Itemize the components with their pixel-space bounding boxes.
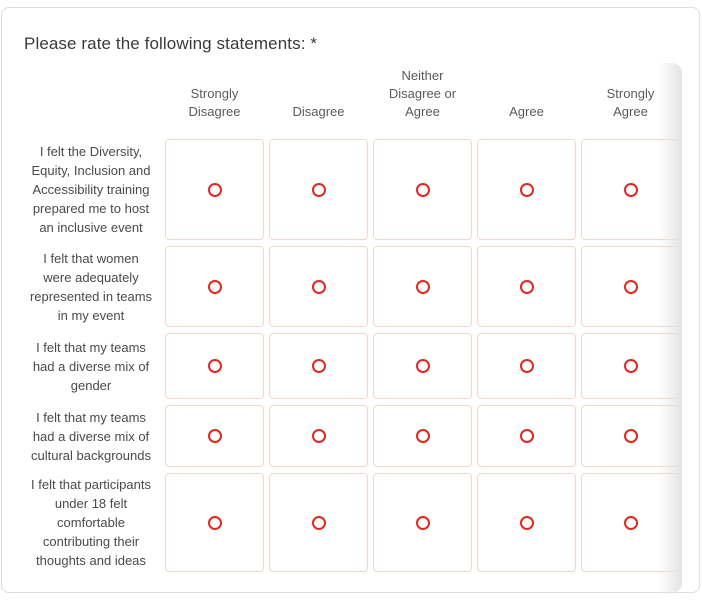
matrix-cell[interactable] — [269, 246, 368, 327]
matrix-cell[interactable] — [269, 139, 368, 240]
column-header-agree: Agree — [509, 104, 544, 119]
matrix-cell[interactable] — [269, 405, 368, 467]
column-header-neither: Neither Disagree or Agree — [388, 68, 457, 119]
radio-button-icon[interactable] — [311, 429, 326, 443]
column-header-strongly-agree: Strongly Agree — [606, 86, 655, 119]
row-label: I felt that participants under 18 felt c… — [31, 477, 151, 568]
radio-button-icon[interactable] — [207, 359, 222, 373]
radio-button-icon[interactable] — [415, 182, 430, 197]
matrix-cell[interactable] — [165, 473, 264, 572]
radio-button-icon[interactable] — [623, 182, 638, 197]
matrix-cell[interactable] — [477, 246, 576, 327]
radio-button-icon[interactable] — [207, 429, 222, 443]
column-header-strongly-disagree: Strongly Disagree — [188, 86, 241, 119]
matrix-cell[interactable] — [581, 473, 680, 572]
row-label: I felt that my teams had a diverse mix o… — [32, 339, 150, 393]
matrix-cell[interactable] — [269, 473, 368, 572]
matrix-cell[interactable] — [477, 473, 576, 572]
radio-button-icon[interactable] — [519, 279, 534, 294]
radio-button-icon[interactable] — [519, 429, 534, 443]
column-header-disagree: Disagree — [292, 104, 345, 119]
matrix-cell[interactable] — [373, 473, 472, 572]
radio-button-icon[interactable] — [519, 359, 534, 373]
matrix-cell[interactable] — [581, 139, 680, 240]
matrix-grid: Strongly Disagree Disagree Neither Disag… — [22, 63, 682, 572]
radio-button-icon[interactable] — [623, 359, 638, 373]
matrix-cell[interactable] — [165, 405, 264, 467]
matrix-cell[interactable] — [477, 333, 576, 399]
radio-button-icon[interactable] — [311, 182, 326, 197]
radio-button-icon[interactable] — [311, 515, 326, 530]
radio-button-icon[interactable] — [415, 279, 430, 294]
radio-button-icon[interactable] — [623, 279, 638, 294]
matrix-cell[interactable] — [165, 246, 264, 327]
matrix-cell[interactable] — [581, 333, 680, 399]
rating-matrix: Strongly Disagree Disagree Neither Disag… — [22, 63, 682, 593]
matrix-cell[interactable] — [165, 333, 264, 399]
radio-button-icon[interactable] — [207, 279, 222, 294]
question-card: Please rate the following statements: * … — [1, 7, 700, 593]
matrix-cell[interactable] — [373, 139, 472, 240]
radio-button-icon[interactable] — [207, 515, 222, 530]
matrix-cell[interactable] — [373, 405, 472, 467]
radio-button-icon[interactable] — [415, 429, 430, 443]
radio-button-icon[interactable] — [623, 515, 638, 530]
radio-button-icon[interactable] — [519, 182, 534, 197]
matrix-cell[interactable] — [373, 246, 472, 327]
row-label: I felt that women were adequately repres… — [29, 250, 153, 323]
radio-button-icon[interactable] — [207, 182, 222, 197]
radio-button-icon[interactable] — [415, 359, 430, 373]
matrix-cell[interactable] — [581, 246, 680, 327]
radio-button-icon[interactable] — [311, 359, 326, 373]
radio-button-icon[interactable] — [415, 515, 430, 530]
radio-button-icon[interactable] — [519, 515, 534, 530]
matrix-cell[interactable] — [373, 333, 472, 399]
matrix-cell[interactable] — [269, 333, 368, 399]
question-title: Please rate the following statements: * — [24, 34, 318, 53]
radio-button-icon[interactable] — [623, 429, 638, 443]
row-label: I felt that my teams had a diverse mix o… — [31, 409, 151, 463]
matrix-cell[interactable] — [477, 139, 576, 240]
matrix-corner-spacer — [22, 63, 160, 133]
radio-button-icon[interactable] — [311, 279, 326, 294]
matrix-cell[interactable] — [477, 405, 576, 467]
matrix-cell[interactable] — [165, 139, 264, 240]
row-label: I felt the Diversity, Equity, Inclusion … — [31, 144, 151, 235]
matrix-cell[interactable] — [581, 405, 680, 467]
